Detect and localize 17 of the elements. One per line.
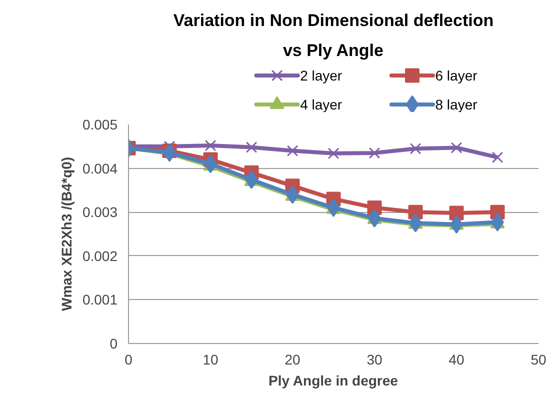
x-tick-label: 10 (202, 352, 218, 368)
y-tick-label: 0.002 (82, 248, 118, 264)
y-tick-label: 0.005 (82, 116, 118, 132)
x-tick-label: 50 (530, 352, 546, 368)
y-tick-label: 0.001 (82, 292, 118, 308)
legend-label: 2 layer (300, 68, 342, 84)
y-axis-title: Wmax XE2Xh3 /(B4*q0) (58, 156, 74, 312)
x-tick-label: 20 (284, 352, 300, 368)
x-tick-label: 0 (124, 352, 133, 368)
x-tick-label: 40 (448, 352, 464, 368)
x-tick-label: 30 (366, 352, 382, 368)
legend-label: 6 layer (435, 68, 478, 84)
y-tick-label: 0 (110, 336, 118, 352)
y-tick-label: 0.003 (82, 204, 118, 220)
chart-title: Variation in Non Dimensional deflection vs Ply Angle (173, 11, 494, 60)
x-axis-title: Ply Angle in degree (268, 372, 398, 388)
y-tick-label: 0.004 (82, 160, 118, 176)
